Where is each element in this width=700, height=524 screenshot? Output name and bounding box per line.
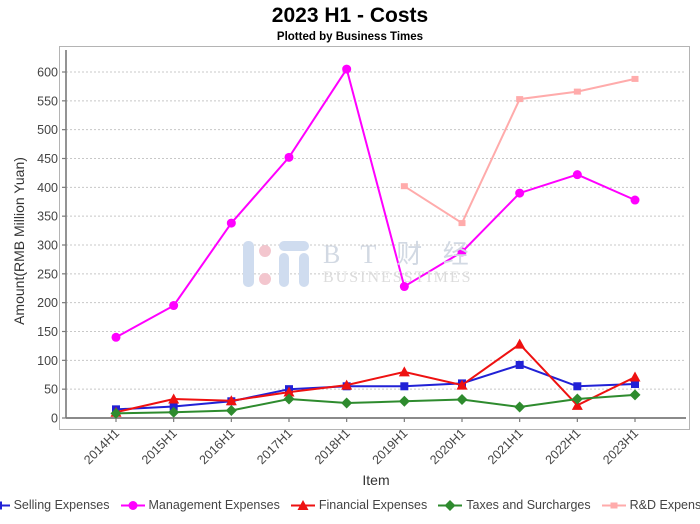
data-point xyxy=(169,402,178,411)
y-tick-label: 50 xyxy=(44,383,58,397)
x-tick-label: 2020H1 xyxy=(427,426,468,467)
legend-item-selling-expenses: Selling Expenses xyxy=(0,498,110,512)
x-axis-label: Item xyxy=(362,472,390,488)
data-point xyxy=(516,96,524,103)
x-tick-label: 2023H1 xyxy=(600,426,641,467)
legend-item-taxes-and-surcharges: Taxes and Surcharges xyxy=(438,498,591,512)
data-point xyxy=(571,393,583,405)
y-tick-label: 450 xyxy=(37,152,58,166)
legend-marker-icon xyxy=(601,502,626,508)
data-point xyxy=(128,500,137,510)
legend-item-financial-expenses: Financial Expenses xyxy=(290,498,428,512)
data-point xyxy=(168,393,180,404)
y-tick-label: 250 xyxy=(37,267,58,281)
data-point xyxy=(400,183,408,190)
legend-marker-icon xyxy=(0,501,10,509)
x-tick-label: 2014H1 xyxy=(81,426,122,467)
y-tick-label: 100 xyxy=(37,354,58,368)
x-tick-label: 2017H1 xyxy=(254,426,295,467)
legend-marker-icon xyxy=(120,500,145,510)
data-point xyxy=(571,399,583,410)
data-point xyxy=(515,360,524,369)
x-tick-label: 2015H1 xyxy=(139,426,180,467)
data-point xyxy=(225,405,237,417)
data-point xyxy=(341,379,353,390)
legend-label: Management Expenses xyxy=(148,498,280,512)
x-tick-label: 2022H1 xyxy=(543,426,584,467)
data-point xyxy=(573,88,581,95)
y-tick-label: 0 xyxy=(51,412,58,426)
data-point xyxy=(629,389,641,401)
data-point xyxy=(400,382,409,391)
data-point xyxy=(111,332,121,342)
data-point xyxy=(0,501,2,509)
data-point xyxy=(398,395,410,407)
data-point xyxy=(169,301,179,311)
data-point xyxy=(631,379,639,388)
y-tick-label: 300 xyxy=(37,239,58,253)
series-line xyxy=(115,66,636,339)
y-tick-label: 400 xyxy=(37,181,58,195)
data-point xyxy=(297,499,309,510)
y-tick-label: 350 xyxy=(37,210,58,224)
data-point xyxy=(398,366,410,377)
data-point xyxy=(458,220,466,227)
data-point xyxy=(573,382,582,391)
y-tick-label: 200 xyxy=(37,296,58,310)
y-axis-label: Amount(RMB Million Yuan) xyxy=(11,157,27,325)
legend-item-r-d-expenses: R&D Expenses xyxy=(601,498,700,512)
data-point xyxy=(399,282,409,292)
plot-border xyxy=(59,46,690,430)
series-management-expenses xyxy=(111,64,640,342)
data-point xyxy=(226,218,236,228)
data-point xyxy=(572,170,582,180)
legend-label: Financial Expenses xyxy=(318,498,428,512)
data-point xyxy=(630,195,640,205)
data-point xyxy=(341,397,353,409)
data-point xyxy=(514,401,526,413)
data-point xyxy=(225,395,237,406)
x-tick-label: 2019H1 xyxy=(370,426,411,467)
series-line xyxy=(115,393,636,415)
data-point xyxy=(284,152,294,162)
series-line xyxy=(115,342,636,414)
y-tick-label: 600 xyxy=(37,66,58,80)
data-point xyxy=(168,406,180,418)
x-tick-label: 2021H1 xyxy=(485,426,526,467)
legend: Selling Expenses Management Expenses Finan… xyxy=(0,498,700,512)
data-point xyxy=(444,499,456,511)
data-point xyxy=(629,371,641,382)
data-point xyxy=(283,393,295,405)
x-tick-label: 2018H1 xyxy=(312,426,353,467)
series-taxes-and-surcharges xyxy=(110,389,641,419)
legend-label: Selling Expenses xyxy=(13,498,110,512)
y-tick-label: 550 xyxy=(37,94,58,108)
data-point xyxy=(456,379,468,390)
series-financial-expenses xyxy=(110,338,641,417)
data-point xyxy=(283,386,295,397)
x-tick-label: 2016H1 xyxy=(197,426,238,467)
data-point xyxy=(110,407,122,419)
data-point xyxy=(342,64,352,74)
data-point xyxy=(515,188,525,198)
page-title: 2023 H1 - Costs xyxy=(271,4,429,27)
legend-label: R&D Expenses xyxy=(629,498,700,512)
legend-item-management-expenses: Management Expenses xyxy=(120,498,280,512)
page-subtitle: Plotted by Business Times xyxy=(276,31,424,43)
legend-label: Taxes and Surcharges xyxy=(466,498,591,512)
y-tick-label: 500 xyxy=(37,123,58,137)
series-r-d-expenses xyxy=(400,75,639,227)
data-point xyxy=(631,75,639,82)
legend-marker-icon xyxy=(438,499,463,511)
data-point xyxy=(610,502,618,508)
legend-marker-icon xyxy=(290,499,315,510)
data-point xyxy=(514,338,526,349)
data-point xyxy=(456,394,468,406)
y-tick-label: 150 xyxy=(37,325,58,339)
data-point xyxy=(457,247,467,257)
